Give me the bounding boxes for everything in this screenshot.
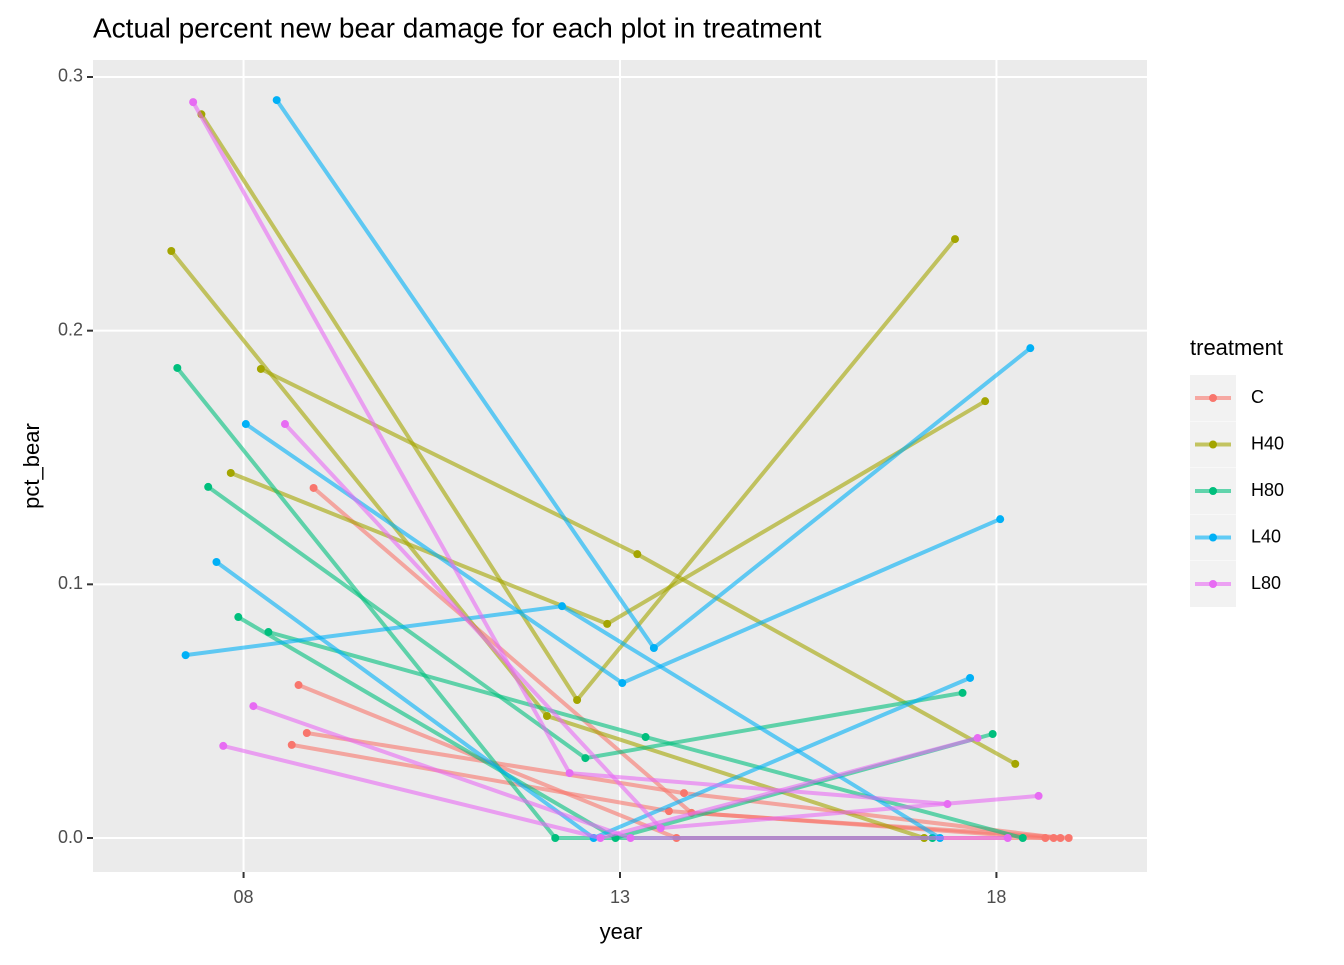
point <box>189 98 198 107</box>
point <box>241 420 250 429</box>
x-tick-label: 13 <box>610 887 630 907</box>
point <box>664 807 673 816</box>
point <box>596 834 605 843</box>
point <box>219 741 228 750</box>
legend-key-point <box>1209 533 1217 542</box>
point <box>633 550 642 559</box>
x-tick-label: 18 <box>986 887 1006 907</box>
point <box>565 769 574 778</box>
y-axis-label: pct_bear <box>19 423 44 509</box>
point <box>256 364 265 373</box>
point <box>951 235 960 244</box>
legend-label: H80 <box>1251 480 1284 500</box>
point <box>581 754 590 763</box>
point <box>649 644 658 653</box>
legend-key-point <box>1209 440 1217 449</box>
point <box>958 688 967 697</box>
point <box>226 468 235 477</box>
x-tick-label: 08 <box>234 887 254 907</box>
point <box>302 728 311 737</box>
point <box>212 558 221 567</box>
y-tick-label: 0.1 <box>58 573 83 593</box>
point <box>641 733 650 742</box>
x-axis-label: year <box>600 919 643 944</box>
point <box>1011 759 1020 768</box>
legend-key-point <box>1209 487 1217 495</box>
point <box>272 96 281 105</box>
y-tick-label: 0.2 <box>58 319 83 339</box>
point <box>558 602 567 611</box>
point <box>679 789 688 798</box>
point <box>656 824 665 833</box>
point <box>626 834 635 843</box>
point <box>551 834 560 843</box>
point <box>204 482 213 491</box>
point <box>1056 834 1065 843</box>
point <box>309 483 318 492</box>
point <box>973 734 982 743</box>
legend-label: C <box>1251 387 1264 407</box>
point <box>264 628 273 637</box>
point <box>294 681 303 690</box>
chart-title: Actual percent new bear damage for each … <box>93 12 822 43</box>
legend-key-point <box>1209 394 1217 402</box>
y-tick-label: 0.0 <box>58 827 83 847</box>
legend-label: L80 <box>1251 573 1281 593</box>
legend-title: treatment <box>1190 335 1283 360</box>
point <box>287 740 296 749</box>
point <box>996 515 1005 524</box>
point <box>981 397 990 406</box>
point <box>966 673 975 682</box>
legend-label: H40 <box>1251 433 1284 453</box>
legend-label: L40 <box>1251 526 1281 546</box>
point <box>1064 834 1073 843</box>
point <box>167 247 176 256</box>
legend-key-point <box>1209 580 1217 588</box>
point <box>603 619 612 628</box>
point <box>1003 834 1012 843</box>
point <box>181 651 190 660</box>
point <box>173 363 182 372</box>
point <box>280 420 289 429</box>
point <box>1018 834 1027 843</box>
point <box>1034 791 1043 800</box>
point <box>542 711 551 720</box>
point <box>618 679 627 688</box>
y-tick-label: 0.3 <box>58 66 83 86</box>
point <box>1026 344 1035 353</box>
point <box>249 702 258 711</box>
point <box>988 730 997 739</box>
point <box>234 613 243 622</box>
point <box>573 696 582 705</box>
